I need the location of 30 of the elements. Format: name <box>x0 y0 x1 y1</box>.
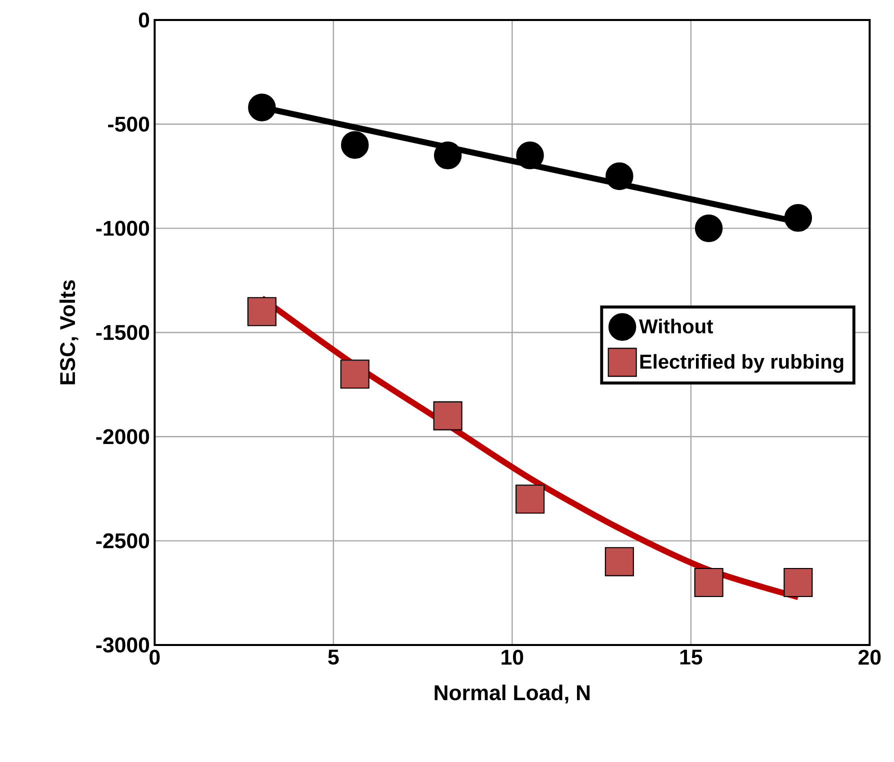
legend-label: Without <box>639 318 714 334</box>
x-tick-label: 0 <box>150 650 160 665</box>
point <box>340 360 370 389</box>
y-tick-label: -500 <box>108 116 150 132</box>
point <box>784 204 812 232</box>
point <box>604 547 634 576</box>
point <box>433 401 462 430</box>
point <box>694 214 723 242</box>
x-axis-title: Normal Load, N <box>434 684 590 704</box>
legend-label: Electrified by rubbing <box>640 354 844 373</box>
point <box>247 297 276 326</box>
y-tick-label: -1000 <box>96 220 150 236</box>
y-tick-label: -2000 <box>96 429 150 444</box>
x-tick-label: 5 <box>328 650 339 665</box>
point <box>434 142 462 170</box>
y-tick-label: 0 <box>138 12 150 28</box>
point <box>694 568 724 598</box>
x-tick-label: 20 <box>858 650 881 665</box>
point <box>248 94 276 122</box>
point <box>606 162 634 190</box>
y-axis-title: ESC, Volts <box>59 280 78 384</box>
point <box>516 484 545 514</box>
point <box>516 142 544 170</box>
point <box>784 568 813 598</box>
y-tick-label: -3000 <box>96 637 150 653</box>
x-tick-label: 15 <box>680 650 702 665</box>
y-tick-label: -2500 <box>96 533 150 548</box>
y-tick-label: -1500 <box>96 324 150 340</box>
point <box>341 131 369 159</box>
x-tick-label: 10 <box>502 650 524 665</box>
